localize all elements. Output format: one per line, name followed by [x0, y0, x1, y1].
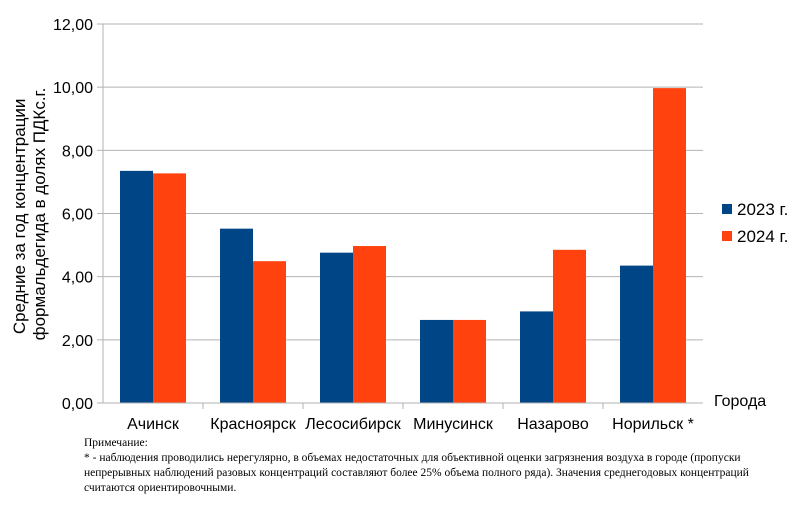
y-tick-label: 10,00 — [53, 80, 93, 97]
y-axis-label: Средние за год концентрации формальдегид… — [10, 88, 49, 341]
y-tick-label: 6,00 — [62, 207, 93, 224]
x-tick-labels: Ачинск Красноярск Лесосибирск Минусинск Наза… — [127, 416, 694, 433]
x-tick-label: Красноярск — [210, 416, 296, 433]
bar — [620, 265, 653, 403]
y-axis-label-line-2: формальдегида в долях ПДКс.г. — [30, 88, 49, 341]
bar — [253, 261, 286, 403]
bar — [520, 311, 553, 403]
footnote-text: * - наблюдения проводились нерегулярно, … — [84, 452, 749, 494]
bar — [220, 228, 253, 403]
bar — [320, 252, 353, 403]
y-tick-label: 2,00 — [62, 333, 93, 350]
x-tick-label: Минусинск — [413, 416, 494, 433]
y-tick-label: 4,00 — [62, 270, 93, 287]
footnote: Примечание: * - наблюдения проводились н… — [84, 436, 774, 496]
footnote-title: Примечание: — [84, 437, 148, 449]
bars — [120, 88, 686, 403]
y-axis-label-line-1: Средние за год концентрации — [10, 99, 29, 335]
y-tick-labels: 0,00 2,00 4,00 6,00 8,00 10,00 12,00 — [53, 17, 93, 413]
axes — [102, 24, 703, 404]
x-tick-label: Назарово — [517, 416, 589, 433]
legend-label-2023: 2023 г. — [737, 200, 788, 219]
x-axis-label: Города — [714, 393, 766, 410]
bar — [420, 319, 453, 403]
x-tick-label: Ачинск — [127, 416, 180, 433]
legend-swatch-2023 — [722, 204, 732, 214]
x-tick-label: Лесосибирск — [305, 416, 401, 433]
y-tick-label: 0,00 — [62, 396, 93, 413]
bar — [453, 319, 486, 403]
bar — [553, 249, 586, 403]
x-tick-label: Норильск * — [612, 416, 694, 433]
bar — [353, 246, 386, 403]
legend-swatch-2024 — [722, 231, 732, 241]
bar — [653, 88, 686, 403]
y-tick-label: 8,00 — [62, 143, 93, 160]
bar-chart: 0,00 2,00 4,00 6,00 8,00 10,00 12,00 Ачинск Кра… — [10, 17, 788, 433]
legend-label-2024: 2024 г. — [737, 227, 788, 246]
gridlines — [97, 23, 703, 409]
legend: 2023 г. 2024 г. — [722, 200, 788, 246]
y-tick-label: 12,00 — [53, 17, 93, 34]
bar — [120, 170, 153, 403]
bar — [153, 173, 186, 403]
